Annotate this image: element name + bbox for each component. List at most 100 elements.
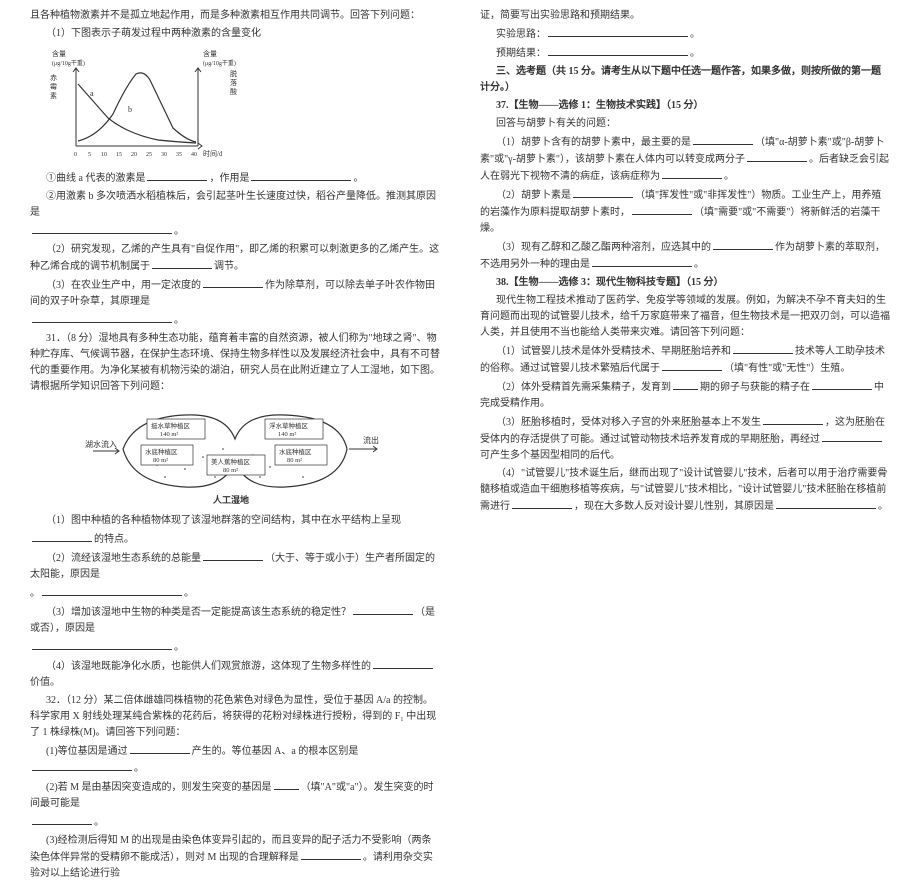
q1-1b: ，作用是 [209, 173, 249, 184]
blank [662, 360, 722, 371]
svg-text:(μg/10g干重): (μg/10g干重) [203, 59, 236, 67]
q37-3: （3）现有乙醇和乙酸乙酯两种溶剂，应选其中的作为胡萝卜素的萃取剂，不选用另外一种… [480, 239, 890, 273]
q1-2a: ②用激素 b 多次喷洒水稻植株后，会引起茎叶生长速度过快，稻谷产量降低。推测其原… [30, 191, 436, 218]
q32-2c: 。 [30, 814, 440, 831]
blank [713, 239, 773, 250]
blank [301, 849, 361, 860]
blank [203, 277, 263, 288]
svg-text:流出: 流出 [363, 435, 379, 445]
r0: 证，简要写出实验思路和预期结果。 [480, 8, 890, 24]
svg-text:水底种植区: 水底种植区 [145, 447, 178, 456]
blank [673, 379, 698, 390]
q1-1c: 。 [353, 173, 363, 184]
svg-text:15: 15 [116, 152, 122, 158]
q3: （3）在农业生产中，用一定浓度的作为除草剂，可以除去单子叶农作物田间的双子叶杂草… [30, 277, 440, 310]
svg-text:美人蕉种植区: 美人蕉种植区 [211, 457, 251, 466]
blank [747, 151, 807, 162]
blank [632, 204, 692, 215]
r0c: 预期结果：。 [480, 45, 890, 62]
q31-2: （2）流经该湿地生态系统的总能量（大于、等于或小于）生产者所固定的太阳能，原因是 [30, 550, 440, 583]
svg-text:0: 0 [74, 152, 77, 158]
q32: 32．（12 分）某二倍体雌雄同株植物的花色紫色对绿色为显性，受位于基因 A/a… [30, 693, 440, 741]
q31-1: （1）图中种植的各种植物体现了该湿地群落的空间结构，其中在水平结构上呈现 [30, 513, 440, 529]
svg-text:浮水草种植区: 浮水草种植区 [269, 421, 309, 430]
q31-2c: 。。 [30, 585, 440, 602]
blank [373, 658, 433, 669]
q37-intro: 回答与胡萝卜有关的问题： [480, 116, 890, 132]
blank [776, 498, 876, 509]
svg-text:80 m²: 80 m² [153, 457, 168, 464]
r0a: 实验思路：。 [480, 26, 890, 43]
left-column: 且各种植物激素并不是孤立地起作用，而是多种激素相互作用共同调节。回答下列问题： … [30, 8, 440, 643]
q3b: 。 [30, 312, 440, 329]
q32-2: (2)若 M 是由基因突变造成的，则发生突变的基因是（填"A"或"a"）。发生突… [30, 779, 440, 812]
svg-text:40: 40 [191, 152, 197, 158]
blank [32, 312, 172, 323]
q1-2: ②用激素 b 多次喷洒水稻植株后，会引起茎叶生长速度过快，稻谷产量降低。推测其原… [30, 189, 440, 221]
blank [203, 550, 263, 561]
q2: （2）研究发现，乙烯的产生具有"自促作用"，即乙烯的积累可以刺激更多的乙烯产生。… [30, 242, 440, 275]
svg-text:25: 25 [146, 152, 152, 158]
blank [274, 779, 299, 790]
right-column: 证，简要写出实验思路和预期结果。 实验思路：。 预期结果：。 三、选考题（共 1… [480, 8, 890, 643]
q32-1: (1)等位基因是通过产生的。等位基因 A、a 的根本区别是。 [30, 743, 440, 777]
blank [32, 531, 92, 542]
blank [32, 639, 172, 650]
svg-text:落: 落 [230, 78, 237, 87]
svg-text:霉: 霉 [50, 83, 57, 91]
blank [822, 431, 882, 442]
wetland-diagram: 挺水草种植区140 m² 浮水草种植区140 m² 水底种植区80 m² 水底种… [85, 399, 385, 509]
blank [42, 585, 182, 596]
blank [548, 45, 688, 56]
q38-1: （1）试管婴儿技术是体外受精技术、早期胚胎培养和技术等人工助孕技术的俗称。通过试… [480, 343, 890, 377]
svg-text:素: 素 [50, 91, 57, 100]
svg-text:30: 30 [161, 152, 167, 158]
svg-text:(μg/10g干重): (μg/10g干重) [52, 59, 85, 67]
q31-1b: 的特点。 [30, 531, 440, 548]
svg-text:脱: 脱 [230, 69, 237, 78]
blank [32, 814, 92, 825]
svg-text:人工湿地: 人工湿地 [212, 494, 249, 505]
q37-2: （2）胡萝卜素是（填"挥发性"或"非挥发性"）物质。工业生产上，用养殖的岩藻作为… [480, 187, 890, 237]
section-3-title: 三、选考题（共 15 分。请考生从以下题中任选一题作答，如果多做，则按所做的第一… [480, 64, 890, 96]
q38-intro: 现代生物工程技术推动了医药学、免疫学等领域的发展。例如，为解决不孕不育夫妇的生育… [480, 293, 890, 341]
q1-1: ①曲线 a 代表的激素是，作用是。 [30, 170, 440, 187]
q38-title: 38.【生物——选修 3：现代生物科技专题】（15 分） [480, 275, 890, 291]
svg-text:80 m²: 80 m² [223, 467, 238, 474]
blank [592, 256, 692, 267]
svg-text:140 m²: 140 m² [160, 431, 178, 438]
blank [512, 498, 572, 509]
blank [763, 414, 823, 425]
q38-4: （4）"试管婴儿"技术诞生后，继而出现了"设计试管婴儿"技术，后者可以用于治疗需… [480, 466, 890, 515]
svg-text:80 m²: 80 m² [287, 457, 302, 464]
q31-3c: 。 [30, 639, 440, 656]
svg-text:赤: 赤 [50, 74, 57, 82]
svg-text:含量: 含量 [52, 49, 66, 58]
blank [573, 187, 633, 198]
blank [693, 134, 753, 145]
q38-2: （2）体外受精首先需采集精子，发育到期的卵子与获能的精子在中完成受精作用。 [480, 379, 890, 412]
q32-3: (3)经检测后得知 M 的出现是由染色体变异引起的，而且变异的配子活力不受影响（… [30, 833, 440, 882]
hormone-chart: 含量 (μg/10g干重) 含量 (μg/10g干重) 赤 霉 素 脱 落 酸 … [48, 46, 238, 166]
q1-prompt: （1）下图表示子萌发过程中两种激素的含量变化 [30, 26, 440, 42]
q37-title: 37.【生物——选修 1：生物技术实践】（15 分） [480, 98, 890, 114]
svg-text:5: 5 [88, 152, 91, 158]
blank [662, 168, 722, 179]
blank [147, 170, 207, 181]
svg-text:35: 35 [176, 152, 182, 158]
svg-text:a: a [90, 89, 94, 98]
svg-text:水底种植区: 水底种植区 [279, 447, 312, 456]
q38-3: （3）胚胎移植时，受体对移入子宫的外来胚胎基本上不发生，这为胚胎在受体内的存活提… [480, 414, 890, 464]
blank [32, 223, 172, 234]
svg-text:20: 20 [131, 152, 137, 158]
svg-text:含量: 含量 [203, 49, 217, 58]
svg-text:b: b [128, 105, 132, 114]
svg-text:时间/d: 时间/d [203, 149, 223, 158]
svg-text:酸: 酸 [230, 87, 237, 96]
intro-text: 且各种植物激素并不是孤立地起作用，而是多种激素相互作用共同调节。回答下列问题： [30, 8, 440, 24]
blank [548, 26, 688, 37]
blank [251, 170, 351, 181]
q1-2b: 。 [30, 223, 440, 240]
blank [152, 258, 212, 269]
svg-text:湖水流入: 湖水流入 [85, 439, 117, 449]
